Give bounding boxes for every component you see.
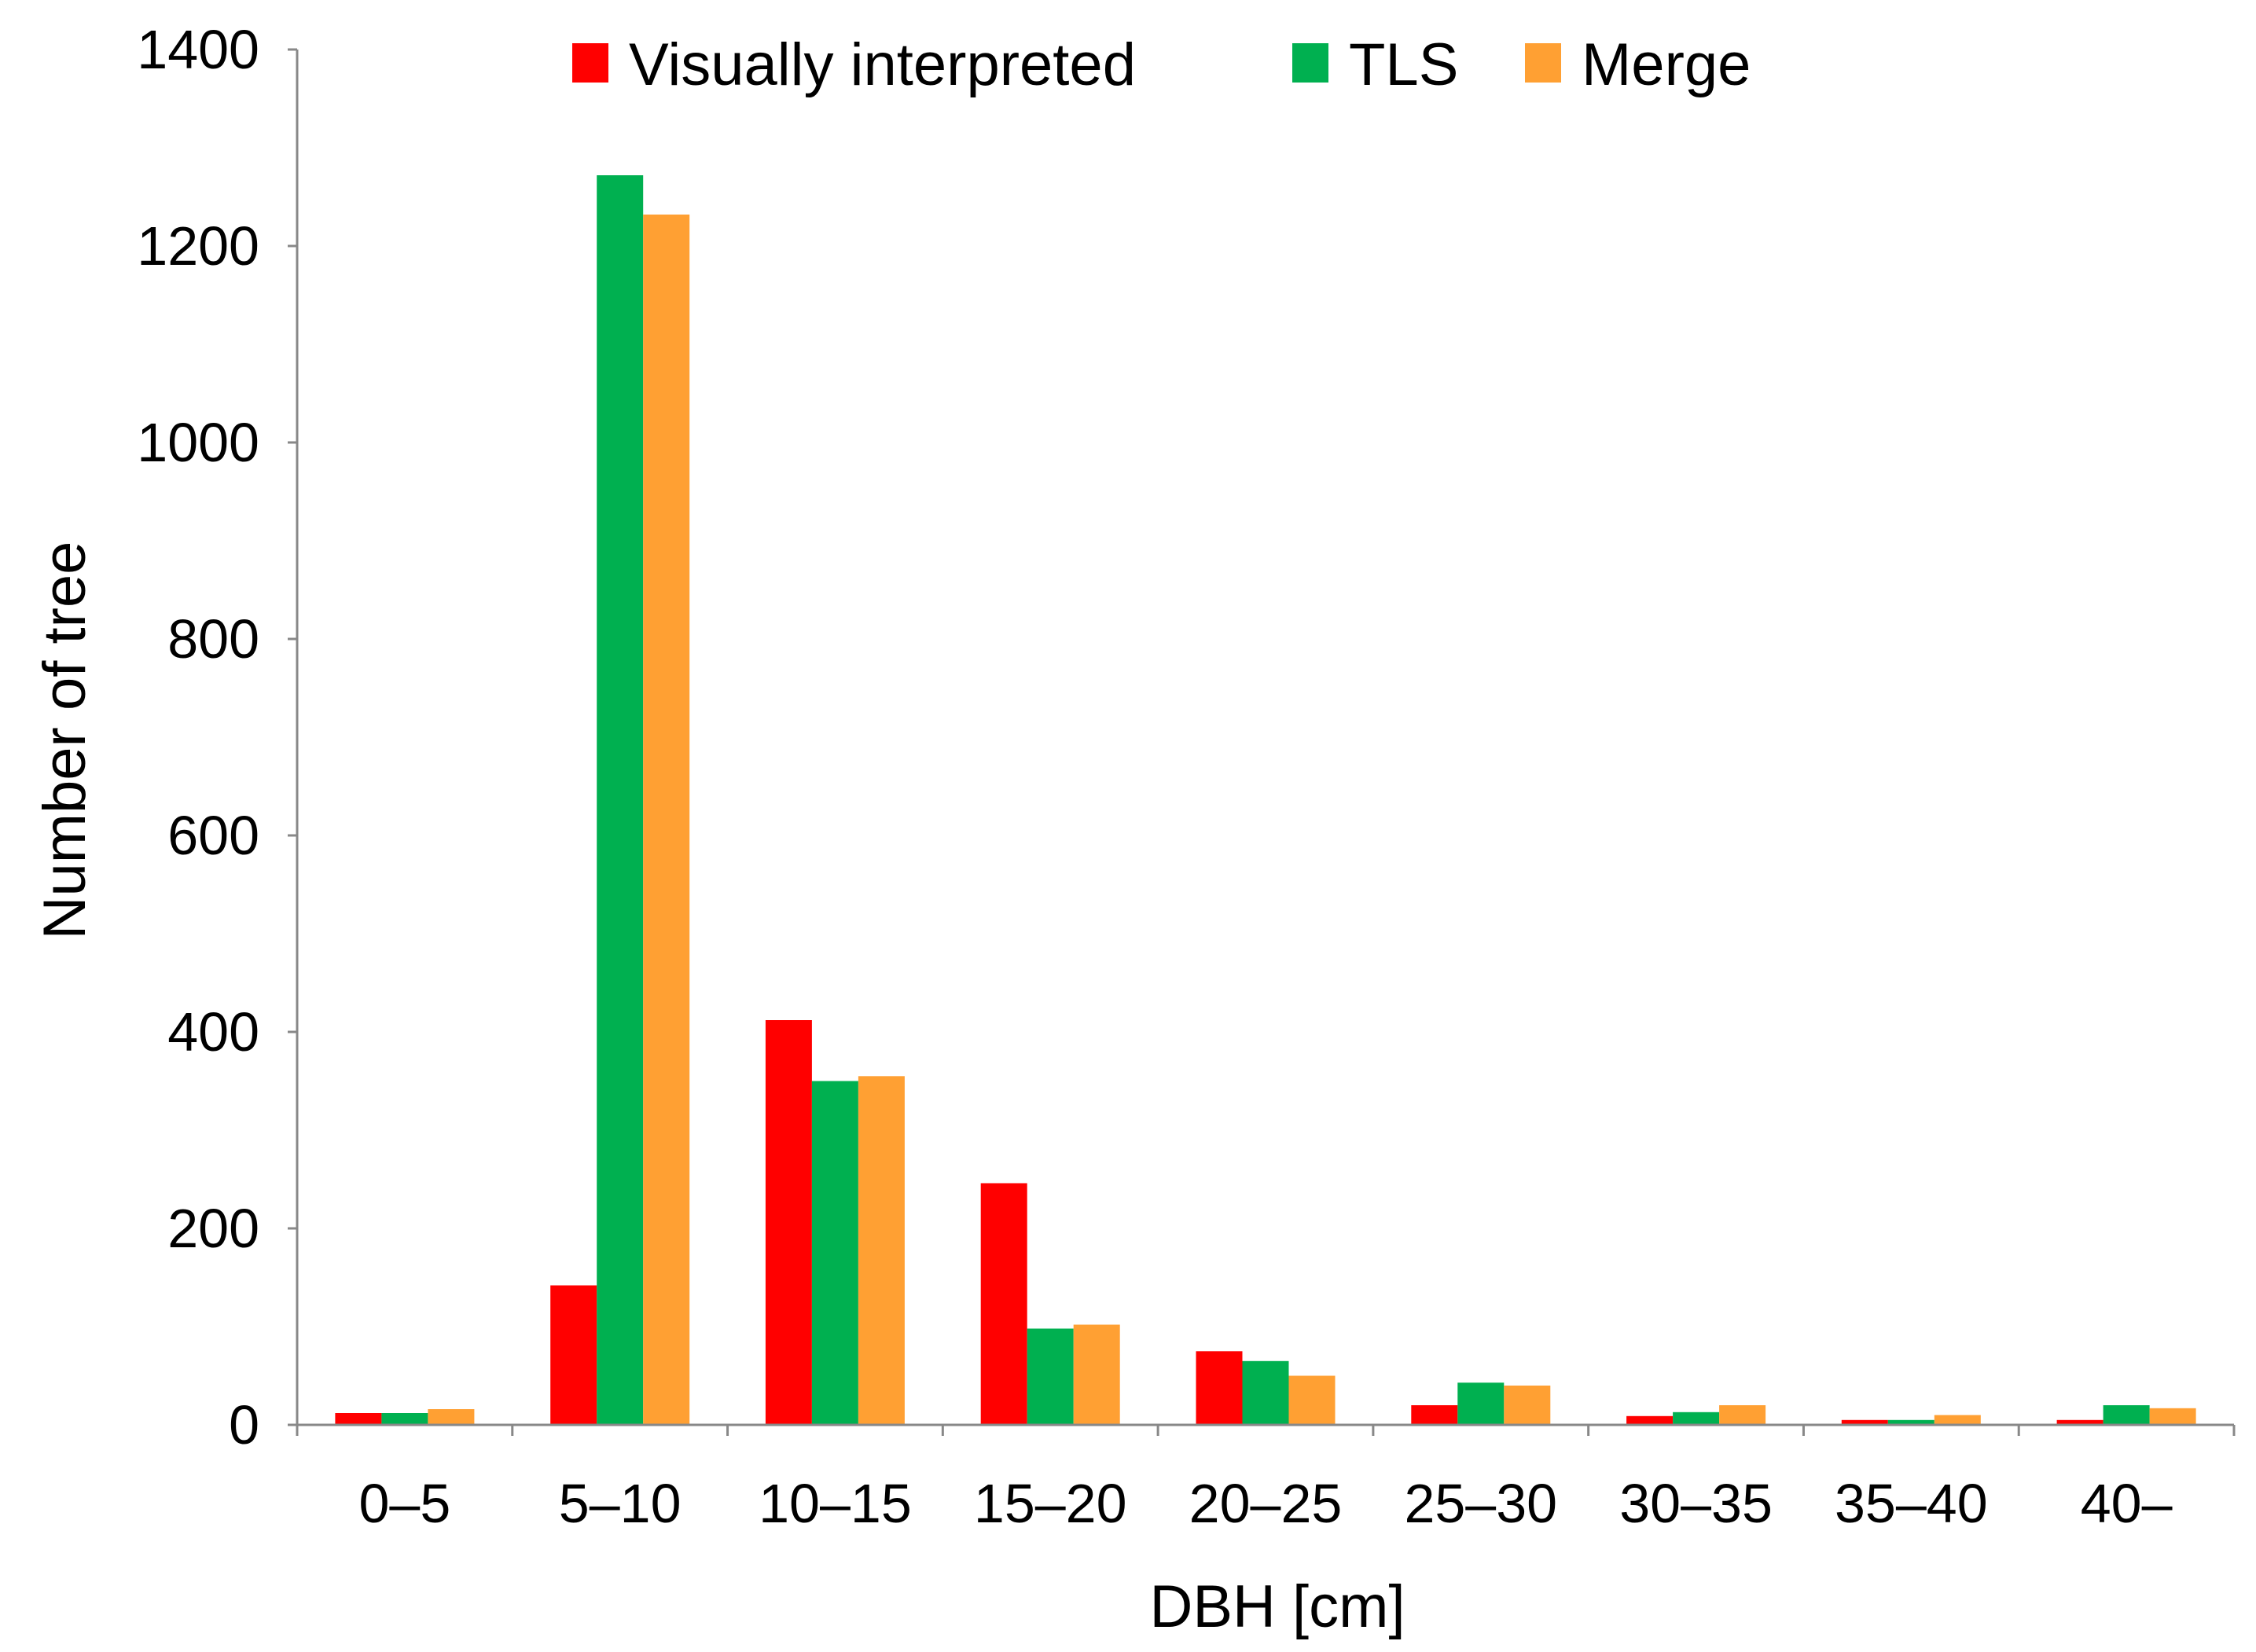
bar-tls-10-15 (811, 1081, 858, 1425)
legend-swatch-tls (1292, 43, 1328, 83)
bar-tls-25-30 (1457, 1382, 1505, 1426)
bar-tls-40 (2103, 1405, 2150, 1425)
bar-visually-interpreted-0-5 (335, 1413, 382, 1425)
bar-merge-10-15 (858, 1076, 905, 1426)
x-tick-label-25-30: 25–30 (1404, 1473, 1557, 1534)
bar-merge-30-35 (1719, 1405, 1766, 1425)
bar-tls-5-10 (597, 175, 644, 1425)
legend: Visually interpreted TLS Merge (572, 31, 1751, 98)
bar-merge-40 (2149, 1408, 2196, 1426)
x-tick-label-35-40: 35–40 (1835, 1473, 1988, 1534)
bar-visually-interpreted-15-20 (980, 1183, 1027, 1425)
bar-visually-interpreted-10-15 (765, 1020, 812, 1425)
y-axis-title: Number of tree (31, 541, 98, 940)
bar-visually-interpreted-35-40 (1841, 1419, 1888, 1426)
legend-label-visually-interpreted: Visually interpreted (629, 31, 1136, 98)
y-tick-label: 600 (167, 805, 259, 866)
legend-label-merge: Merge (1582, 31, 1751, 98)
x-tick-label-0-5: 0–5 (358, 1473, 450, 1534)
x-tick-label-40: 40– (2081, 1473, 2173, 1534)
bar-tls-0-5 (381, 1413, 428, 1425)
y-tick-label: 1400 (137, 19, 259, 80)
bar-tls-30-35 (1673, 1412, 1720, 1426)
tick-labels: 0 200 400 600 800 1000 1200 1400 0–5 5–10 10–15 15–… (137, 19, 2172, 1534)
bar-merge-5-10 (643, 215, 690, 1425)
x-tick-label-20-25: 20–25 (1189, 1473, 1343, 1534)
axes-layer (288, 48, 2236, 1436)
x-tick-label-5-10: 5–10 (559, 1473, 682, 1534)
y-tick-label: 800 (167, 608, 259, 670)
x-tick-label-10-15: 10–15 (759, 1473, 912, 1534)
bar-merge-25-30 (1504, 1386, 1551, 1425)
bar-visually-interpreted-25-30 (1411, 1405, 1458, 1425)
y-tick-label: 0 (229, 1394, 259, 1456)
bar-merge-0-5 (428, 1409, 475, 1425)
legend-swatch-merge (1525, 43, 1561, 83)
bar-merge-15-20 (1073, 1324, 1120, 1425)
bar-tls-15-20 (1027, 1328, 1074, 1425)
bar-visually-interpreted-5-10 (550, 1285, 597, 1425)
y-tick-label: 400 (167, 1001, 259, 1063)
x-tick-label-30-35: 30–35 (1619, 1473, 1773, 1534)
x-tick-label-15-20: 15–20 (974, 1473, 1127, 1534)
legend-swatch-visually-interpreted (572, 43, 608, 83)
y-tick-label: 1000 (137, 412, 259, 473)
y-tick-label: 1200 (137, 215, 259, 277)
y-tick-label: 200 (167, 1198, 259, 1259)
bar-tls-35-40 (1887, 1419, 1935, 1426)
bar-visually-interpreted-20-25 (1196, 1351, 1243, 1426)
x-axis-title: DBH [cm] (1149, 1573, 1405, 1640)
bar-tls-20-25 (1242, 1360, 1289, 1426)
bar-visually-interpreted-30-35 (1626, 1415, 1674, 1426)
bar-merge-35-40 (1934, 1415, 1981, 1425)
legend-label-tls: TLS (1349, 31, 1458, 98)
bar-visually-interpreted-40 (2056, 1419, 2104, 1426)
bars-layer (335, 175, 2196, 1426)
bar-merge-20-25 (1288, 1375, 1336, 1425)
